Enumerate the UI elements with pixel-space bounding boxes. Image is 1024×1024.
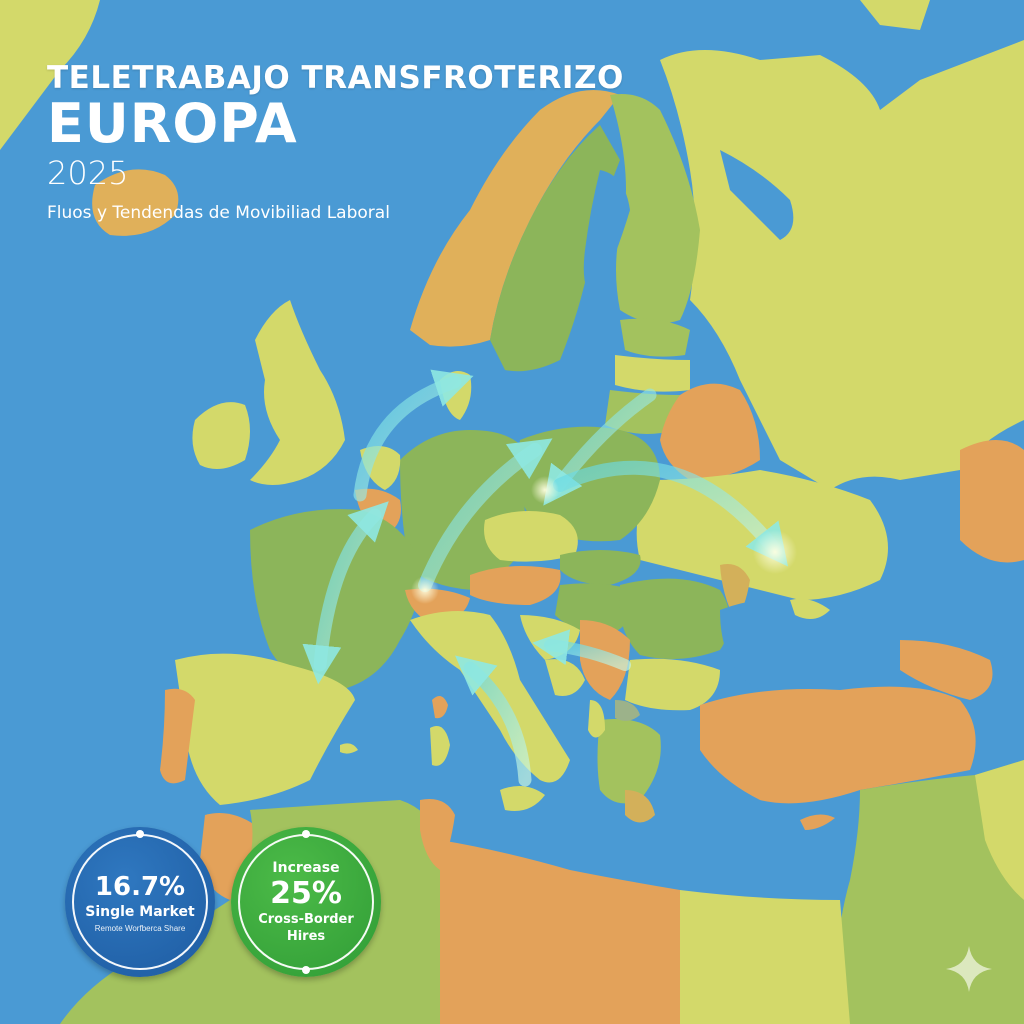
- belarus: [660, 383, 760, 480]
- romania: [619, 578, 730, 659]
- stat-badge-cross-border: Increase 25% Cross-Border Hires: [231, 827, 381, 977]
- sweden: [490, 125, 620, 372]
- turkey: [700, 686, 976, 804]
- badge-dot: [136, 830, 144, 838]
- estonia: [620, 318, 690, 357]
- hungary: [555, 583, 636, 635]
- spain: [175, 653, 355, 805]
- title-block: TELETRABAJO TRANSFROTERIZO EUROPA 2025 F…: [47, 60, 624, 228]
- latvia: [615, 355, 690, 392]
- badge-ring: [72, 834, 208, 970]
- austria: [470, 566, 561, 605]
- flow-france-belgium: [302, 501, 389, 685]
- middle-east: [836, 760, 1024, 1024]
- flow-serbia-croatia: [532, 629, 631, 671]
- bosnia: [545, 659, 585, 696]
- title-line-1: TELETRABAJO TRANSFROTERIZO: [47, 60, 624, 96]
- flow-poland-ukraine: [553, 460, 789, 567]
- portugal: [160, 688, 195, 784]
- title-line-2: EUROPA: [47, 92, 298, 155]
- stat-sublabel: Remote Worfberca Share: [94, 924, 186, 933]
- badge-dot-top: [302, 830, 310, 838]
- subtitle: Fluos y Tendendas de Movibiliad Laboral: [47, 203, 390, 223]
- flow-italy-north: [455, 655, 532, 787]
- title-year: 2025: [47, 154, 129, 192]
- iceland: [92, 169, 179, 236]
- black-sea: [720, 600, 930, 695]
- finland: [610, 94, 700, 324]
- greenland: [0, 0, 100, 150]
- czechia: [484, 511, 578, 562]
- badge-dot-bottom: [302, 966, 310, 974]
- norway: [410, 90, 620, 347]
- slovakia: [560, 550, 641, 585]
- albania: [588, 700, 605, 738]
- egypt: [680, 890, 850, 1024]
- ireland: [192, 402, 250, 469]
- stat-badge-single-market: 16.7% Single Market Remote Worfberca Sha…: [65, 827, 215, 977]
- flow-arrows: [302, 369, 789, 787]
- greece: [597, 719, 661, 804]
- poland: [517, 426, 660, 542]
- flow-belgium-denmark: [353, 369, 474, 502]
- libya: [440, 840, 680, 1024]
- sparkle-icon: [946, 946, 992, 992]
- russia: [660, 40, 1024, 490]
- flow-switzerland-germany: [418, 438, 553, 592]
- bulgaria: [625, 658, 720, 711]
- badge-ring: [238, 834, 374, 970]
- great-britain: [250, 300, 345, 485]
